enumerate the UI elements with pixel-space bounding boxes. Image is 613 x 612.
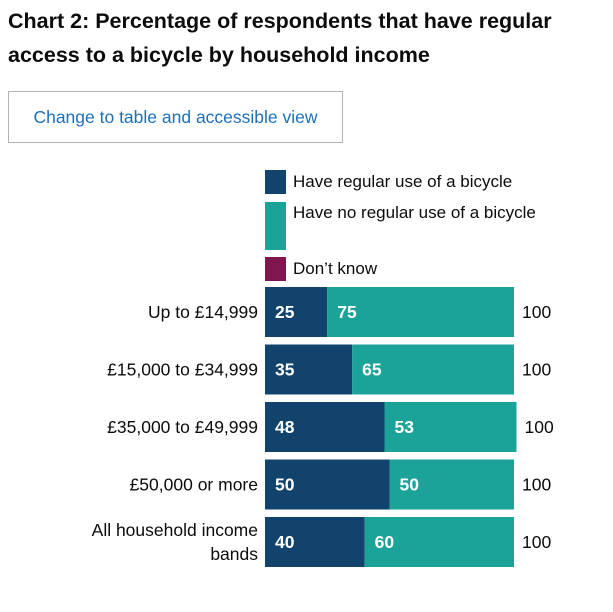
legend-label: Don’t know [293, 259, 378, 278]
bar-segment [384, 402, 517, 452]
value-label: 48 [275, 417, 295, 437]
value-label: 40 [275, 532, 295, 552]
value-label: 25 [275, 302, 295, 322]
value-label: 50 [400, 475, 420, 495]
legend-label: Have regular use of a bicycle [293, 172, 513, 191]
legend-swatch [265, 170, 286, 194]
total-label: 100 [524, 417, 553, 437]
bar-segment [364, 517, 514, 567]
value-label: 53 [395, 417, 415, 437]
bar-segment [265, 287, 328, 337]
total-label: 100 [522, 360, 551, 380]
bar-segment [265, 459, 390, 510]
total-label: 100 [522, 475, 551, 495]
total-label: 100 [522, 532, 551, 552]
bar-segment [265, 344, 353, 395]
legend-swatch [265, 257, 286, 281]
category-label: £35,000 to £49,999 [107, 417, 258, 437]
bar-segment [352, 344, 514, 395]
category-label: £50,000 or more [130, 475, 258, 495]
chart-title: Chart 2: Percentage of respondents that … [8, 9, 552, 67]
bar-segment [389, 459, 514, 510]
value-label: 35 [275, 360, 295, 380]
category-label: Up to £14,999 [148, 302, 258, 322]
category-label: £15,000 to £34,999 [107, 360, 258, 380]
legend-swatch [265, 202, 286, 250]
legend-label: Have no regular use of a bicycle [293, 203, 536, 222]
bar-segment [265, 402, 385, 452]
table-view-toggle-button[interactable]: Change to table and accessible view [8, 91, 343, 143]
total-label: 100 [522, 302, 551, 322]
bar-segment [265, 517, 365, 567]
value-label: 60 [375, 532, 395, 552]
category-label: All household income bands [92, 520, 259, 564]
value-label: 75 [337, 302, 357, 322]
value-label: 50 [275, 475, 295, 495]
bar-segment [327, 287, 514, 337]
value-label: 65 [362, 360, 382, 380]
